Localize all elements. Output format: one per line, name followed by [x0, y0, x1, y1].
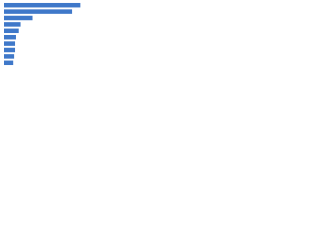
page: (() => { const data = JSON.parse(documen… [0, 0, 320, 71]
bar [4, 47, 16, 53]
bar [4, 15, 33, 21]
bar [4, 41, 16, 46]
chart [4, 2, 81, 66]
bar [4, 54, 15, 59]
bar [4, 2, 81, 8]
bar [4, 9, 73, 14]
bar [4, 22, 21, 27]
bar [4, 34, 16, 40]
bar [4, 60, 14, 66]
bar [4, 28, 19, 34]
